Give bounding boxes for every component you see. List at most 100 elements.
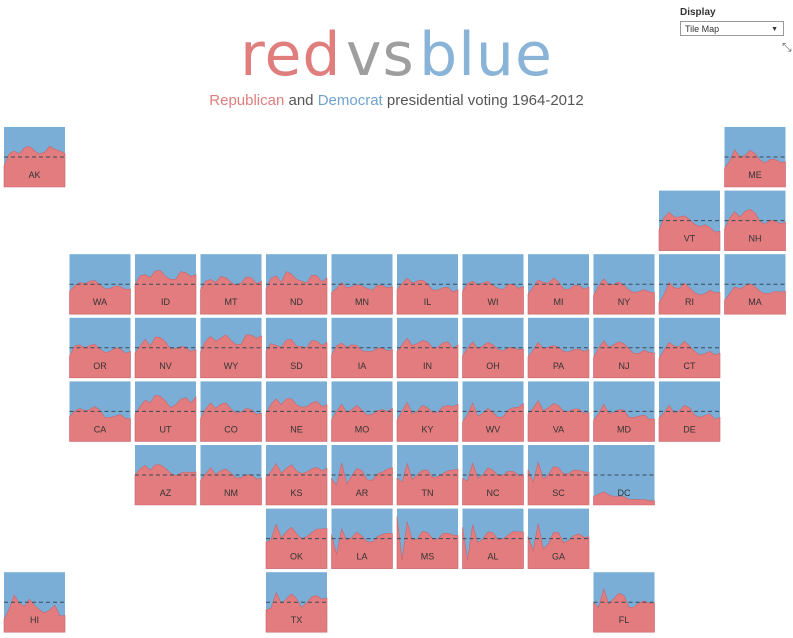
tile-label: MT bbox=[225, 297, 238, 307]
tile-tx[interactable]: TX bbox=[265, 572, 328, 633]
tile-nm[interactable]: NM bbox=[200, 445, 262, 506]
tile-mn[interactable]: MN bbox=[331, 254, 393, 315]
title: red vs blue bbox=[0, 22, 793, 88]
tile-nj[interactable]: NJ bbox=[593, 317, 655, 379]
tile-rep-area bbox=[527, 277, 590, 315]
tile-label: OK bbox=[290, 552, 303, 562]
tile-md[interactable]: MD bbox=[593, 381, 655, 442]
tile-ny[interactable]: NY bbox=[593, 254, 655, 315]
tile-al[interactable]: AL bbox=[462, 508, 524, 569]
tile-oh[interactable]: OH bbox=[462, 317, 524, 379]
tile-ct[interactable]: CT bbox=[658, 317, 721, 379]
tile-or[interactable]: OR bbox=[69, 317, 131, 379]
tile-mt[interactable]: MT bbox=[200, 254, 262, 315]
tile-nd[interactable]: ND bbox=[265, 254, 328, 315]
tile-label: IL bbox=[424, 297, 432, 307]
tile-sd[interactable]: SD bbox=[265, 317, 328, 379]
tile-label: NY bbox=[618, 297, 631, 307]
tile-rep-area bbox=[658, 404, 721, 442]
tile-wy[interactable]: WY bbox=[200, 317, 262, 379]
tile-rep-area bbox=[462, 402, 524, 442]
tile-label: NH bbox=[749, 234, 762, 244]
tile-rep-area bbox=[265, 523, 328, 569]
tile-wi[interactable]: WI bbox=[462, 254, 524, 315]
tile-rep-area bbox=[331, 462, 393, 506]
tile-label: DE bbox=[683, 424, 696, 434]
tile-va[interactable]: VA bbox=[527, 381, 590, 442]
tile-tn[interactable]: TN bbox=[396, 445, 459, 506]
tile-ne[interactable]: NE bbox=[265, 381, 328, 442]
tile-label: IN bbox=[423, 361, 432, 371]
tile-pa[interactable]: PA bbox=[527, 317, 590, 379]
tile-rep-area bbox=[593, 587, 655, 633]
subtitle-republican: Republican bbox=[209, 92, 285, 109]
tile-me[interactable]: ME bbox=[724, 127, 786, 188]
tile-ma[interactable]: MA bbox=[724, 254, 786, 315]
tile-label: LA bbox=[356, 552, 367, 562]
tile-fl[interactable]: FL bbox=[593, 572, 655, 633]
tile-label: DC bbox=[618, 488, 631, 498]
tile-ak[interactable]: AK bbox=[3, 127, 66, 188]
tile-label: MI bbox=[554, 297, 564, 307]
tile-label: KY bbox=[421, 424, 433, 434]
tile-label: SD bbox=[290, 361, 303, 371]
tile-vt[interactable]: VT bbox=[658, 190, 721, 251]
tile-dc[interactable]: DC bbox=[593, 445, 655, 506]
tile-rep-area bbox=[200, 467, 262, 506]
tile-il[interactable]: IL bbox=[396, 254, 459, 315]
tile-mi[interactable]: MI bbox=[527, 254, 590, 315]
tile-id[interactable]: ID bbox=[134, 254, 197, 315]
tile-rep-area bbox=[527, 523, 590, 569]
tile-co[interactable]: CO bbox=[200, 381, 262, 442]
tile-de[interactable]: DE bbox=[658, 381, 721, 442]
tile-wv[interactable]: WV bbox=[462, 381, 524, 442]
tile-rep-area bbox=[396, 277, 459, 315]
tile-la[interactable]: LA bbox=[331, 508, 393, 569]
tile-rep-area bbox=[3, 145, 66, 188]
tile-label: MD bbox=[617, 424, 631, 434]
tile-ky[interactable]: KY bbox=[396, 381, 459, 442]
tile-label: AK bbox=[28, 170, 40, 180]
tile-az[interactable]: AZ bbox=[134, 445, 197, 506]
tile-ia[interactable]: IA bbox=[331, 317, 393, 379]
tile-label: NM bbox=[224, 488, 238, 498]
tile-rep-area bbox=[462, 280, 524, 315]
tile-rep-area bbox=[527, 341, 590, 379]
tile-hi[interactable]: HI bbox=[3, 572, 66, 633]
tile-nc[interactable]: NC bbox=[462, 445, 524, 506]
tile-label: OH bbox=[486, 361, 500, 371]
tile-label: AR bbox=[356, 488, 369, 498]
tile-sc[interactable]: SC bbox=[527, 445, 590, 506]
display-control: Display Tile Map ▼ bbox=[680, 7, 784, 36]
tile-ok[interactable]: OK bbox=[265, 508, 328, 569]
dropdown-arrow-icon[interactable]: ▼ bbox=[771, 26, 778, 33]
tile-in[interactable]: IN bbox=[396, 317, 459, 379]
tile-ut[interactable]: UT bbox=[134, 381, 197, 442]
tile-label: MN bbox=[355, 297, 369, 307]
tile-ga[interactable]: GA bbox=[527, 508, 590, 569]
resize-handle-icon[interactable]: ⤡ bbox=[782, 40, 792, 54]
tile-ri[interactable]: RI bbox=[658, 254, 721, 315]
tile-nh[interactable]: NH bbox=[724, 190, 786, 251]
tile-mo[interactable]: MO bbox=[331, 381, 393, 442]
tile-label: WI bbox=[488, 297, 499, 307]
tile-ca[interactable]: CA bbox=[69, 381, 131, 442]
tile-label: MO bbox=[355, 424, 370, 434]
tile-label: NC bbox=[487, 488, 500, 498]
tile-ks[interactable]: KS bbox=[265, 445, 328, 506]
tile-rep-area bbox=[265, 398, 328, 442]
tile-rep-area bbox=[265, 271, 328, 315]
tile-wa[interactable]: WA bbox=[69, 254, 131, 315]
tile-label: ID bbox=[161, 297, 171, 307]
tile-rep-area bbox=[200, 334, 262, 379]
tile-ar[interactable]: AR bbox=[331, 445, 393, 506]
tile-rep-area bbox=[593, 403, 655, 442]
tile-nv[interactable]: NV bbox=[134, 317, 197, 379]
tile-rep-area bbox=[462, 341, 524, 379]
tile-label: FL bbox=[619, 615, 630, 625]
tile-rep-area bbox=[396, 337, 459, 379]
tile-ms[interactable]: MS bbox=[396, 508, 459, 569]
tile-label: RI bbox=[685, 297, 694, 307]
display-select[interactable]: Tile Map ▼ bbox=[680, 21, 784, 36]
